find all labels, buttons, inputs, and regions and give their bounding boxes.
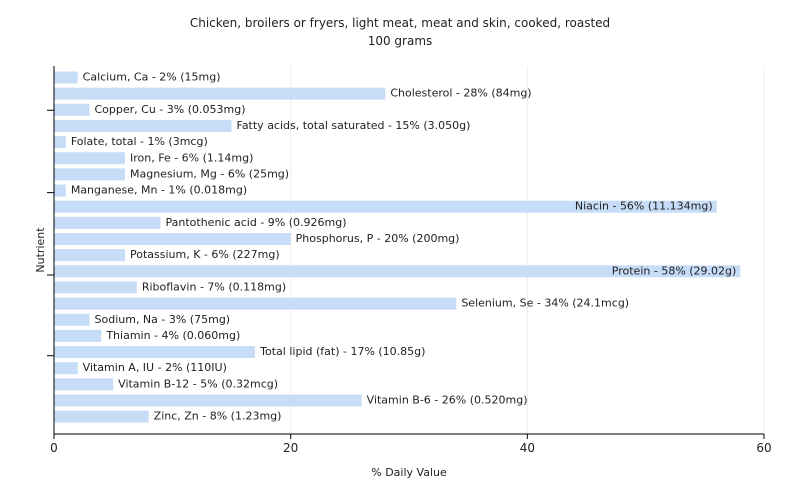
y-axis-ticks (47, 109, 54, 357)
bar-label: Cholesterol - 28% (84mg) (390, 87, 531, 100)
bar (54, 200, 717, 213)
x-axis-ticks: 0 20 40 60 (50, 434, 772, 455)
bar (54, 346, 256, 359)
bar (54, 249, 125, 262)
bar-label: Iron, Fe - 6% (1.14mg) (130, 151, 253, 164)
bar-label: Thiamin - 4% (0.060mg) (105, 329, 240, 342)
bar (54, 410, 149, 423)
x-tick-label: 20 (283, 441, 298, 455)
bar-label: Sodium, Na - 3% (75mg) (95, 313, 231, 326)
bars (54, 71, 741, 423)
bar-label: Fatty acids, total saturated - 15% (3.05… (237, 119, 471, 132)
bar (54, 362, 78, 375)
bar (54, 233, 291, 245)
bar (54, 394, 362, 407)
x-axis-label: % Daily Value (371, 466, 447, 479)
y-axis-label: Nutrient (34, 227, 47, 273)
bar-label: Manganese, Mn - 1% (0.018mg) (71, 184, 247, 197)
bar-label: Vitamin B-6 - 26% (0.520mg) (367, 394, 528, 407)
bar (54, 168, 125, 181)
bar-label: Folate, total - 1% (3mcg) (71, 135, 208, 148)
bar-label: Magnesium, Mg - 6% (25mg) (130, 167, 289, 180)
bar-label: Vitamin A, IU - 2% (110IU) (83, 361, 227, 374)
bar (54, 265, 741, 278)
x-tick-label: 0 (50, 441, 58, 455)
bar-label: Phosphorus, P - 20% (200mg) (296, 232, 460, 245)
bar (54, 216, 161, 229)
bar (54, 297, 457, 310)
bar (54, 313, 90, 326)
bar (54, 136, 66, 149)
x-tick-label: 40 (520, 441, 535, 455)
bar-label: Zinc, Zn - 8% (1.23mg) (154, 410, 282, 423)
bar-label: Selenium, Se - 34% (24.1mcg) (461, 297, 629, 310)
bar (54, 329, 102, 342)
bar (54, 152, 125, 165)
bar-label: Riboflavin - 7% (0.118mg) (142, 280, 286, 293)
bar-label: Pantothenic acid - 9% (0.926mg) (166, 216, 347, 229)
bar (54, 184, 66, 197)
bar (54, 378, 114, 391)
bar-label: Calcium, Ca - 2% (15mg) (83, 71, 221, 84)
chart-title: Chicken, broilers or fryers, light meat,… (190, 16, 610, 30)
bar (54, 103, 90, 116)
bar (54, 71, 78, 84)
bar-label: Total lipid (fat) - 17% (10.85g) (259, 345, 425, 358)
chart-subtitle: 100 grams (368, 34, 433, 48)
bar-label: Copper, Cu - 3% (0.053mg) (95, 103, 246, 116)
bar-label: Niacin - 56% (11.134mg) (575, 200, 713, 213)
bar-labels: Calcium, Ca - 2% (15mg) Cholesterol - 28%… (71, 71, 737, 423)
bar-label: Potassium, K - 6% (227mg) (130, 248, 280, 261)
bar-label: Vitamin B-12 - 5% (0.32mcg) (118, 377, 278, 390)
bar (54, 281, 137, 294)
bar (54, 119, 232, 132)
bar (54, 87, 386, 100)
bar-label: Protein - 58% (29.02g) (612, 264, 737, 277)
x-tick-label: 60 (756, 441, 771, 455)
